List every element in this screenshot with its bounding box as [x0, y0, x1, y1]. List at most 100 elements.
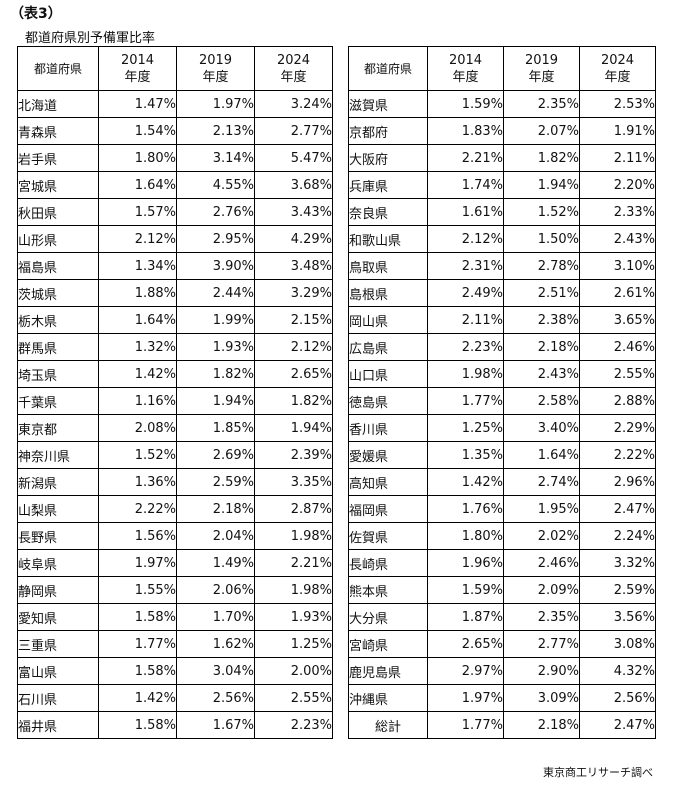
table-title: 都道府県別予備軍比率 [25, 31, 156, 46]
total-2019: 2.18% [503, 711, 580, 739]
header-year: 2014 [120, 52, 155, 68]
value-2024: 3.56% [579, 603, 656, 631]
value-2019: 1.99% [176, 306, 255, 334]
header-2019: 2019 年度 [176, 46, 255, 91]
value-2019: 2.59% [176, 468, 255, 496]
value-2024: 2.15% [254, 306, 333, 334]
header-year: 2019 [198, 52, 233, 68]
value-2019: 1.49% [176, 549, 255, 577]
prefecture-name: 群馬県 [17, 333, 99, 361]
value-2024: 2.56% [579, 684, 656, 712]
value-2014: 1.42% [427, 468, 504, 496]
value-2024: 2.53% [579, 90, 656, 118]
value-2014: 1.98% [427, 360, 504, 388]
table-row: 石川県 1.42% 2.56% 2.55% [17, 684, 333, 712]
value-2019: 2.74% [503, 468, 580, 496]
table-row: 茨城県 1.88% 2.44% 3.29% [17, 279, 333, 307]
value-2019: 1.62% [176, 630, 255, 658]
document-heading: （表3） [10, 6, 62, 22]
prefecture-name: 山形県 [17, 225, 99, 253]
prefecture-name: 高知県 [348, 468, 428, 496]
value-2014: 2.23% [427, 333, 504, 361]
prefecture-name: 石川県 [17, 684, 99, 712]
value-2024: 2.12% [254, 333, 333, 361]
value-2024: 2.29% [579, 414, 656, 442]
value-2019: 2.07% [503, 117, 580, 145]
value-2014: 1.80% [98, 144, 177, 172]
value-2024: 2.55% [254, 684, 333, 712]
table-row: 鳥取県 2.31% 2.78% 3.10% [348, 252, 656, 280]
value-2019: 1.52% [503, 198, 580, 226]
table-row: 三重県 1.77% 1.62% 1.25% [17, 630, 333, 658]
prefecture-name: 三重県 [17, 630, 99, 658]
table-row: 鹿児島県 2.97% 2.90% 4.32% [348, 657, 656, 685]
value-2019: 1.67% [176, 711, 255, 739]
header-2019: 2019 年度 [503, 46, 580, 91]
value-2014: 1.64% [98, 171, 177, 199]
prefecture-name: 大分県 [348, 603, 428, 631]
value-2014: 1.57% [98, 198, 177, 226]
table-row: 神奈川県 1.52% 2.69% 2.39% [17, 441, 333, 469]
value-2019: 1.50% [503, 225, 580, 253]
value-2014: 2.65% [427, 630, 504, 658]
table-row: 佐賀県 1.80% 2.02% 2.24% [348, 522, 656, 550]
prefecture-name: 広島県 [348, 333, 428, 361]
value-2014: 1.59% [427, 576, 504, 604]
table-row: 新潟県 1.36% 2.59% 3.35% [17, 468, 333, 496]
value-2019: 2.90% [503, 657, 580, 685]
value-2024: 2.77% [254, 117, 333, 145]
value-2024: 3.08% [579, 630, 656, 658]
value-2019: 3.14% [176, 144, 255, 172]
prefecture-name: 宮城県 [17, 171, 99, 199]
table-row: 福岡県 1.76% 1.95% 2.47% [348, 495, 656, 523]
table-row: 岡山県 2.11% 2.38% 3.65% [348, 306, 656, 334]
prefecture-name: 奈良県 [348, 198, 428, 226]
value-2024: 2.39% [254, 441, 333, 469]
prefecture-name: 青森県 [17, 117, 99, 145]
header-prefecture: 都道府県 [17, 46, 99, 91]
value-2014: 1.58% [98, 603, 177, 631]
value-2014: 1.52% [98, 441, 177, 469]
table-row: 山形県 2.12% 2.95% 4.29% [17, 225, 333, 253]
value-2014: 1.74% [427, 171, 504, 199]
value-2024: 2.65% [254, 360, 333, 388]
prefecture-name: 沖縄県 [348, 684, 428, 712]
value-2019: 3.04% [176, 657, 255, 685]
value-2014: 1.87% [427, 603, 504, 631]
value-2024: 5.47% [254, 144, 333, 172]
prefecture-name: 和歌山県 [348, 225, 428, 253]
value-2019: 2.78% [503, 252, 580, 280]
prefecture-name: 静岡県 [17, 576, 99, 604]
value-2019: 2.38% [503, 306, 580, 334]
header-2014: 2014 年度 [98, 46, 177, 91]
value-2024: 3.29% [254, 279, 333, 307]
table-row: 静岡県 1.55% 2.06% 1.98% [17, 576, 333, 604]
value-2019: 2.18% [176, 495, 255, 523]
prefecture-name: 栃木県 [17, 306, 99, 334]
value-2024: 2.24% [579, 522, 656, 550]
value-2014: 1.32% [98, 333, 177, 361]
value-2024: 1.91% [579, 117, 656, 145]
prefecture-name: 兵庫県 [348, 171, 428, 199]
value-2019: 2.69% [176, 441, 255, 469]
prefecture-name: 福井県 [17, 711, 99, 739]
value-2019: 3.09% [503, 684, 580, 712]
table-row: 栃木県 1.64% 1.99% 2.15% [17, 306, 333, 334]
value-2014: 2.22% [98, 495, 177, 523]
header-2024: 2024 年度 [579, 46, 656, 91]
prefecture-name: 鳥取県 [348, 252, 428, 280]
value-2019: 2.09% [503, 576, 580, 604]
value-2014: 2.12% [427, 225, 504, 253]
table-row: 宮城県 1.64% 4.55% 3.68% [17, 171, 333, 199]
total-2024: 2.47% [579, 711, 656, 739]
value-2024: 3.10% [579, 252, 656, 280]
table-row: 熊本県 1.59% 2.09% 2.59% [348, 576, 656, 604]
header-year: 2024 [276, 52, 311, 68]
prefecture-name: 徳島県 [348, 387, 428, 415]
table-body-left: 北海道 1.47% 1.97% 3.24% 青森県 1.54% 2.13% 2.77% 岩手県 1… [17, 90, 333, 739]
prefecture-name: 長野県 [17, 522, 99, 550]
header-year: 2024 [600, 52, 635, 68]
value-2024: 2.87% [254, 495, 333, 523]
table-row: 大分県 1.87% 2.35% 3.56% [348, 603, 656, 631]
prefecture-name: 岩手県 [17, 144, 99, 172]
